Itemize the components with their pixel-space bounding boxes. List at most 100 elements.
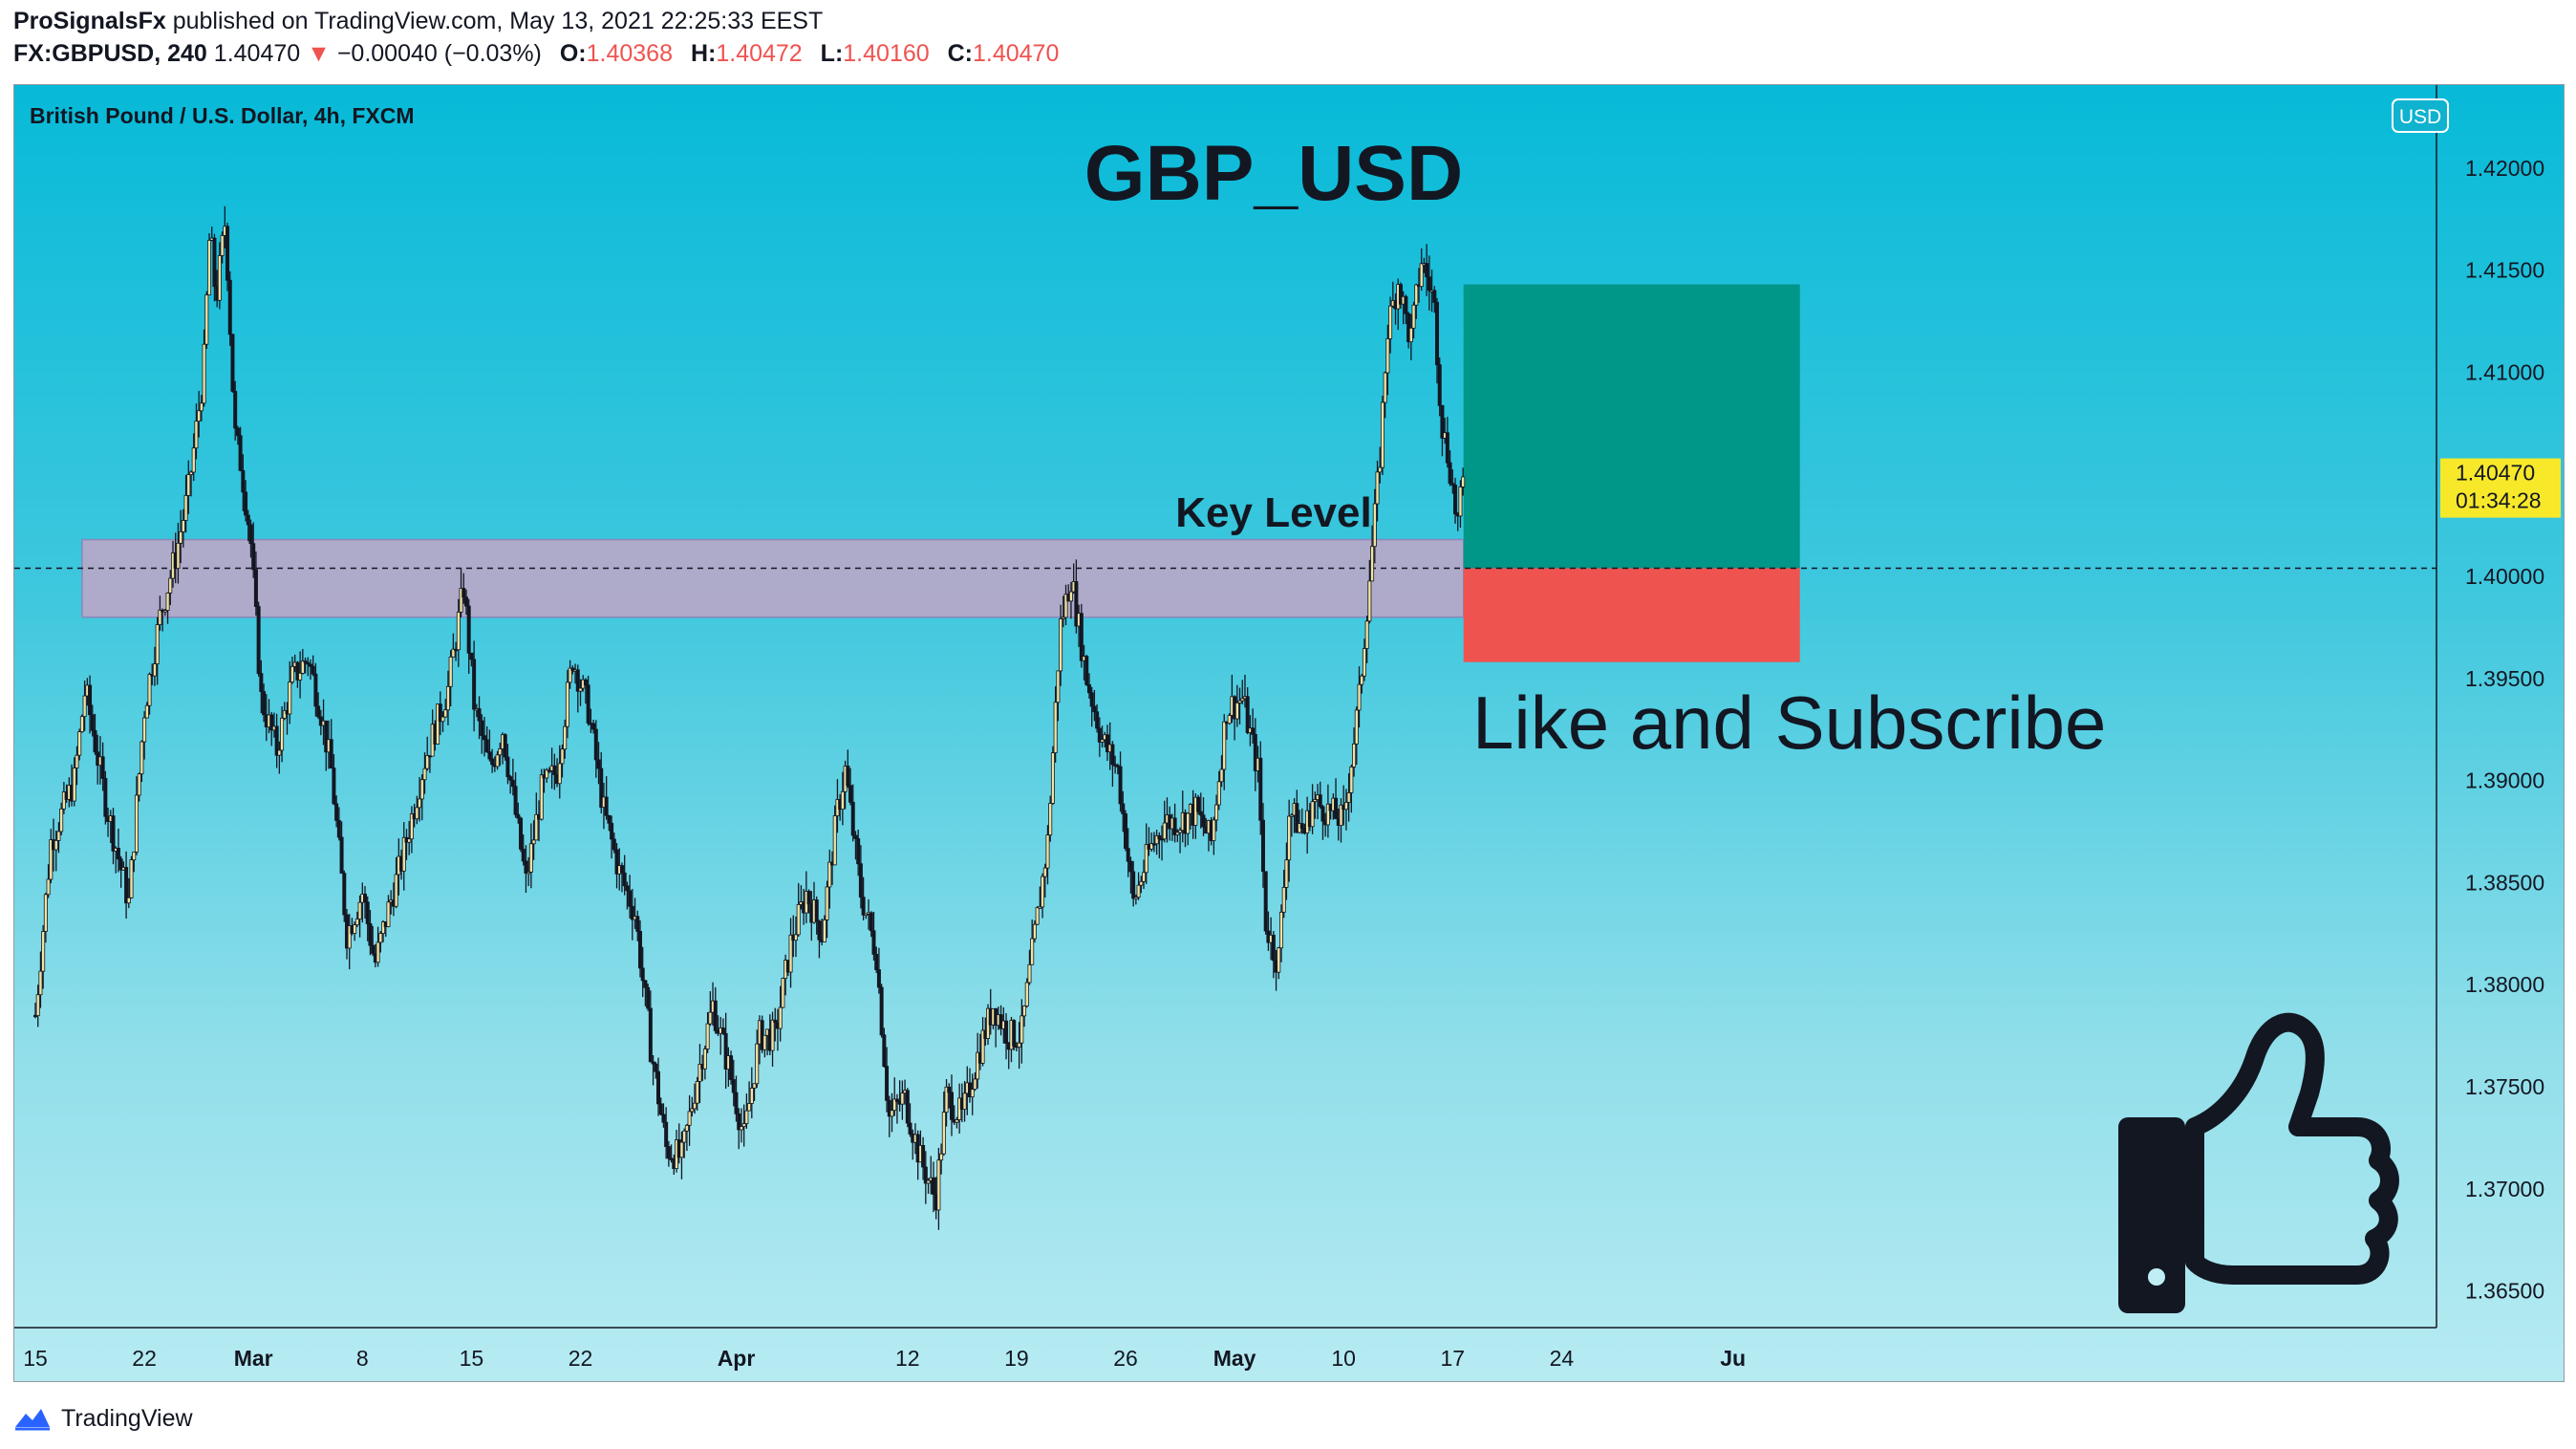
candle-body[interactable]	[495, 754, 500, 768]
candle-body[interactable]	[921, 1145, 926, 1168]
candle-body[interactable]	[448, 656, 453, 687]
candle-body[interactable]	[1362, 648, 1366, 677]
candle-body[interactable]	[640, 967, 645, 982]
candle-body[interactable]	[887, 1099, 891, 1117]
candle-body[interactable]	[1271, 934, 1276, 962]
candle-body[interactable]	[332, 768, 336, 805]
candle-body[interactable]	[731, 1079, 736, 1093]
candle-body[interactable]	[526, 871, 531, 875]
candle-body[interactable]	[1370, 546, 1375, 582]
candle-body[interactable]	[354, 919, 359, 926]
candle-body[interactable]	[1414, 284, 1419, 306]
candle-body[interactable]	[1084, 656, 1089, 685]
candle-body[interactable]	[539, 774, 544, 820]
candle-body[interactable]	[900, 1092, 905, 1105]
candle-body[interactable]	[1383, 372, 1387, 403]
candle-body[interactable]	[1157, 834, 1162, 839]
footer-brand[interactable]: TradingView	[61, 1404, 193, 1432]
tradingview-logo-icon[interactable]	[13, 1404, 52, 1433]
candle-body[interactable]	[885, 1066, 890, 1101]
candle-body[interactable]	[635, 916, 640, 932]
candle-body[interactable]	[894, 1098, 899, 1102]
candle-body[interactable]	[1375, 471, 1380, 505]
candle-body[interactable]	[1216, 781, 1221, 806]
candle-body[interactable]	[1299, 823, 1304, 829]
candle-body[interactable]	[1097, 727, 1102, 743]
candle-body[interactable]	[861, 897, 866, 916]
candle-body[interactable]	[88, 684, 93, 716]
candle-body[interactable]	[1253, 733, 1257, 771]
candle-body[interactable]	[1175, 832, 1180, 835]
candle-body[interactable]	[890, 1110, 894, 1117]
candle-body[interactable]	[656, 1071, 661, 1105]
candle-body[interactable]	[864, 913, 869, 916]
candle-body[interactable]	[713, 1000, 718, 1031]
candle-body[interactable]	[552, 765, 557, 775]
candle-body[interactable]	[1334, 797, 1339, 819]
candle-body[interactable]	[708, 1011, 713, 1025]
candle-body[interactable]	[1388, 305, 1393, 339]
candle-body[interactable]	[793, 934, 798, 941]
candle-body[interactable]	[199, 402, 204, 412]
candle-body[interactable]	[941, 1112, 946, 1155]
candle-body[interactable]	[661, 1114, 666, 1123]
candle-body[interactable]	[466, 605, 471, 654]
candle-body[interactable]	[980, 1029, 985, 1064]
candle-body[interactable]	[578, 687, 583, 692]
candle-body[interactable]	[643, 980, 648, 988]
candle-body[interactable]	[155, 624, 160, 664]
stop-zone[interactable]	[1463, 568, 1800, 662]
candle-body[interactable]	[363, 894, 368, 903]
candle-body[interactable]	[1378, 466, 1383, 473]
candle-body[interactable]	[939, 1153, 944, 1161]
candle-body[interactable]	[1445, 432, 1449, 464]
candle-body[interactable]	[32, 1014, 37, 1018]
candle-body[interactable]	[259, 673, 264, 692]
candle-body[interactable]	[1318, 794, 1322, 808]
candle-body[interactable]	[619, 865, 624, 874]
candle-body[interactable]	[664, 1121, 669, 1147]
candle-body[interactable]	[1258, 757, 1263, 821]
candle-body[interactable]	[545, 769, 549, 779]
candle-body[interactable]	[459, 588, 463, 613]
candle-body[interactable]	[162, 610, 167, 613]
candle-body[interactable]	[308, 663, 312, 667]
candle-body[interactable]	[1095, 711, 1100, 729]
candle-body[interactable]	[583, 679, 588, 686]
candle-body[interactable]	[212, 237, 217, 288]
candle-body[interactable]	[1440, 404, 1445, 439]
candle-body[interactable]	[1198, 811, 1203, 816]
candle-body[interactable]	[610, 822, 614, 840]
candle-body[interactable]	[1142, 872, 1147, 882]
candle-body[interactable]	[365, 901, 370, 924]
candle-body[interactable]	[1214, 804, 1219, 821]
candle-body[interactable]	[233, 391, 238, 429]
candle-body[interactable]	[1234, 703, 1239, 720]
candle-body[interactable]	[220, 234, 225, 256]
candle-body[interactable]	[596, 759, 601, 769]
candle-body[interactable]	[1089, 692, 1094, 707]
candle-body[interactable]	[646, 986, 651, 1009]
candle-body[interactable]	[1427, 276, 1431, 292]
candle-body[interactable]	[1139, 880, 1144, 886]
candle-body[interactable]	[124, 867, 129, 904]
candle-body[interactable]	[1263, 871, 1268, 932]
key-level-zone[interactable]	[81, 538, 1465, 618]
candle-body[interactable]	[734, 1092, 739, 1114]
candle-body[interactable]	[1385, 338, 1390, 374]
candle-body[interactable]	[378, 933, 383, 943]
candle-body[interactable]	[1219, 768, 1224, 783]
candle-body[interactable]	[1162, 822, 1167, 840]
candle-body[interactable]	[401, 836, 406, 872]
candle-body[interactable]	[1343, 802, 1348, 811]
candle-body[interactable]	[976, 1051, 980, 1080]
candle-body[interactable]	[313, 673, 318, 707]
candle-body[interactable]	[1151, 843, 1156, 846]
candle-body[interactable]	[858, 863, 863, 898]
candle-body[interactable]	[840, 790, 845, 810]
candle-body[interactable]	[827, 861, 832, 888]
candle-body[interactable]	[79, 716, 84, 733]
candle-body[interactable]	[111, 815, 116, 852]
candle-body[interactable]	[316, 705, 321, 718]
candle-body[interactable]	[230, 334, 235, 392]
